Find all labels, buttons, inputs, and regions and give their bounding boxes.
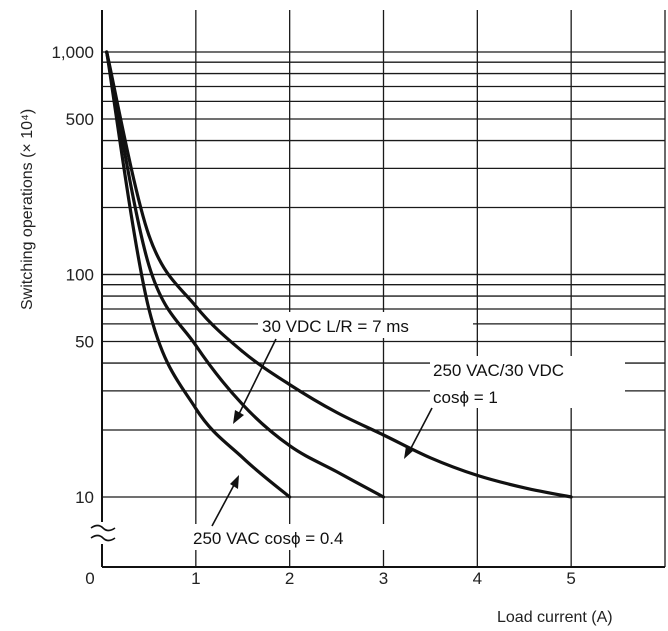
- y-tick-label: 10: [75, 488, 94, 507]
- grid: [102, 10, 666, 567]
- annotation-250vac-30vdc-line2: cosϕ = 1: [433, 388, 498, 407]
- curves: [105, 50, 573, 499]
- annotation-250vac-30vdc-line1: 250 VAC/30 VDC: [433, 361, 564, 380]
- annotation-30vdc-text: 30 VDC L/R = 7 ms: [262, 317, 409, 336]
- x-tick-label: 3: [379, 569, 388, 588]
- annotation-30vdc: 30 VDC L/R = 7 ms: [258, 312, 473, 338]
- arrowhead-250vac-30vdc: [404, 446, 414, 459]
- y-tick-label: 1,000: [51, 43, 94, 62]
- y-axis-label: Switching operations (× 10⁴): [19, 109, 36, 310]
- annotation-250vac: 250 VAC cosϕ = 0.4: [190, 524, 410, 550]
- curve-250vac-30vdc-cos1: [105, 50, 573, 499]
- arrow-30vdc: [238, 338, 277, 415]
- arrow-250vac-30vdc: [409, 407, 433, 451]
- arrowhead-250vac: [230, 475, 239, 489]
- curve-250vac-cos04: [105, 50, 292, 499]
- x-tick-label: 1: [191, 569, 200, 588]
- arrowhead-30vdc: [233, 410, 244, 424]
- y-tick-label: 500: [66, 110, 94, 129]
- x-tick-label: 0: [85, 569, 94, 588]
- axis-break-mark: [90, 522, 116, 544]
- axis-break-upper: [90, 524, 116, 532]
- plot-frame: [101, 10, 665, 568]
- y-tick-labels: 1,000 500 100 50 10: [51, 43, 94, 507]
- annotation-250vac-30vdc: 250 VAC/30 VDC cosϕ = 1: [430, 356, 625, 408]
- x-tick-label: 2: [285, 569, 294, 588]
- x-axis-label: Load current (A): [497, 609, 613, 626]
- axis-break-gap: [96, 522, 108, 544]
- x-tick-labels: 0 1 2 3 4 5: [85, 569, 576, 588]
- annotations: 30 VDC L/R = 7 ms 250 VAC/30 VDC cosϕ = …: [190, 312, 625, 550]
- arrow-250vac: [211, 484, 235, 527]
- x-tick-label: 4: [473, 569, 482, 588]
- x-tick-label: 5: [566, 569, 575, 588]
- annotation-250vac-text: 250 VAC cosϕ = 0.4: [193, 529, 344, 548]
- axis-break-lower: [90, 534, 116, 542]
- y-tick-label: 100: [66, 266, 94, 285]
- curve-30vdc-lr7ms: [105, 50, 386, 499]
- y-tick-label: 50: [75, 332, 94, 351]
- annotation-arrows: [211, 338, 433, 527]
